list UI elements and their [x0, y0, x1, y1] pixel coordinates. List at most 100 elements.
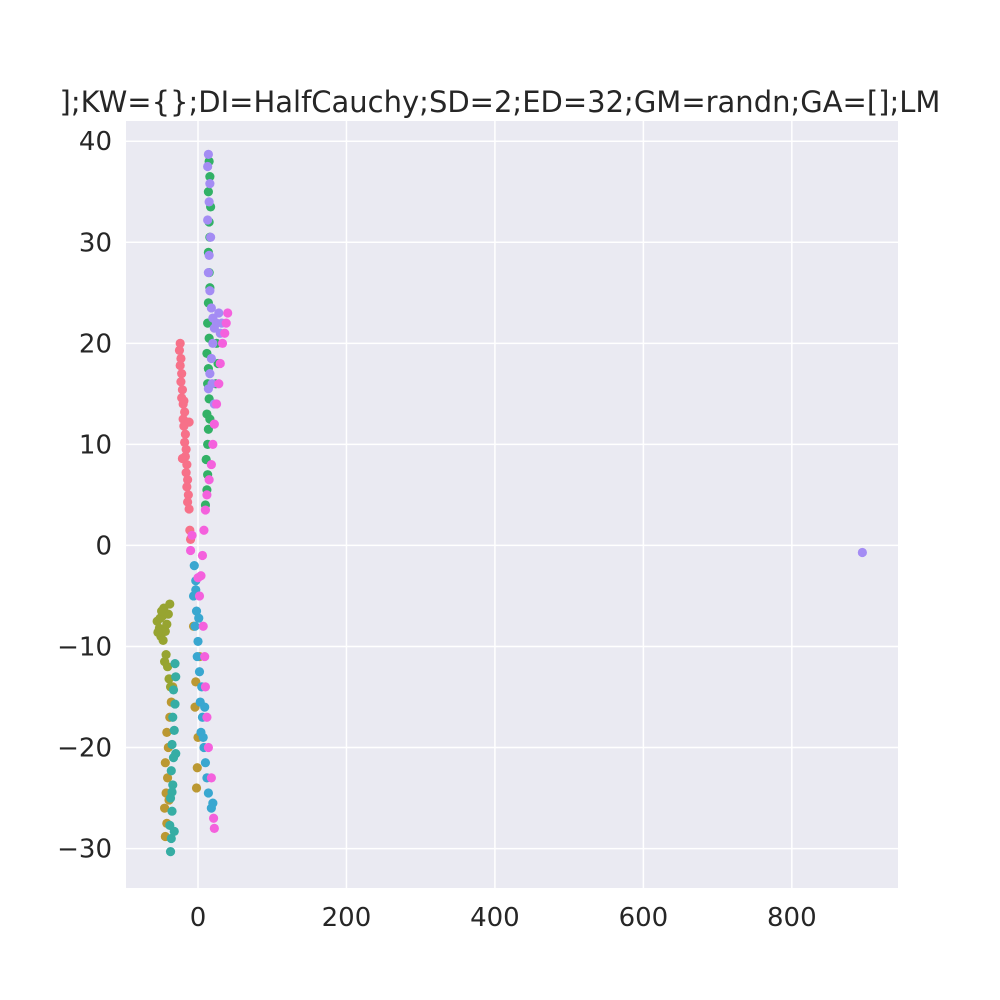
- scatter-point: [206, 232, 216, 242]
- scatter-point: [153, 627, 163, 637]
- scatter-point: [181, 468, 191, 478]
- scatter-point: [160, 626, 170, 636]
- data-points: [152, 149, 867, 857]
- scatter-point: [177, 385, 188, 395]
- scatter-point: [209, 419, 219, 429]
- scatter-point: [205, 286, 215, 296]
- scatter-point: [206, 459, 216, 470]
- scatter-point: [179, 396, 189, 406]
- scatter-point: [206, 303, 216, 313]
- series-4: [165, 659, 181, 857]
- scatter-point: [198, 732, 208, 743]
- scatter-point: [203, 267, 213, 278]
- y-tick-label: 0: [95, 531, 112, 561]
- y-axis-ticks: −30 −20 −10 0 10 20 30 40: [57, 127, 112, 864]
- scatter-point: [208, 439, 218, 449]
- scatter-point: [180, 429, 190, 439]
- scatter-point: [171, 748, 181, 759]
- scatter-point: [194, 667, 205, 677]
- scatter-point: [206, 773, 216, 783]
- scatter-point: [166, 833, 176, 844]
- scatter-point: [203, 187, 213, 197]
- scatter-point: [162, 773, 173, 783]
- scatter-point: [203, 742, 213, 753]
- scatter-point: [162, 727, 172, 737]
- scatter-point: [209, 823, 219, 833]
- scatter-point: [203, 149, 213, 159]
- scatter-point: [200, 758, 211, 768]
- scatter-point: [193, 636, 203, 647]
- scatter-point: [177, 453, 188, 464]
- scatter-point: [207, 379, 217, 389]
- scatter-point: [194, 613, 204, 623]
- scatter-point: [160, 657, 170, 667]
- scatter-point: [223, 308, 233, 318]
- scatter-point: [192, 763, 202, 773]
- scatter-point: [204, 250, 214, 261]
- scatter-point: [170, 659, 180, 669]
- scatter-point: [167, 739, 177, 750]
- scatter-point: [204, 197, 214, 207]
- y-tick-label: 30: [79, 228, 112, 258]
- x-tick-label: 200: [322, 903, 372, 933]
- scatter-point: [203, 788, 213, 798]
- series-0: [174, 338, 196, 544]
- y-tick-label: 40: [79, 127, 112, 157]
- scatter-point: [183, 475, 193, 485]
- scatter-point: [192, 651, 202, 662]
- scatter-point: [160, 803, 170, 813]
- scatter-point: [191, 606, 202, 616]
- x-tick-label: 800: [767, 903, 817, 933]
- y-tick-label: 20: [79, 329, 112, 359]
- scatter-point: [176, 353, 186, 364]
- scatter-point: [194, 591, 205, 601]
- scatter-point: [200, 702, 210, 712]
- scatter-point: [208, 798, 218, 808]
- y-tick-label: −20: [57, 734, 112, 764]
- series-6: [203, 149, 867, 558]
- scatter-point: [205, 171, 215, 182]
- scatter-point: [175, 360, 185, 371]
- scatter-point: [161, 649, 171, 660]
- x-axis-ticks: 0 200 400 600 800: [190, 903, 817, 933]
- scatter-point: [181, 444, 191, 455]
- scatter-point: [221, 318, 231, 328]
- scatter-point: [183, 497, 193, 507]
- scatter-point: [203, 161, 213, 172]
- scatter-point: [214, 308, 224, 318]
- scatter-point: [205, 369, 215, 379]
- scatter-point: [165, 847, 176, 857]
- scatter-point: [191, 783, 202, 793]
- scatter-point: [168, 685, 179, 695]
- y-tick-label: 10: [79, 430, 112, 460]
- scatter-point: [208, 813, 219, 823]
- scatter-point: [211, 399, 222, 409]
- scatter-point: [200, 651, 210, 662]
- scatter-point: [215, 358, 225, 369]
- scatter-point: [857, 547, 867, 558]
- scatter-point: [182, 482, 192, 492]
- scatter-point: [169, 725, 179, 735]
- scatter-point: [214, 379, 224, 389]
- scatter-point: [184, 417, 194, 427]
- series-7: [185, 308, 233, 833]
- scatter-point: [205, 179, 215, 189]
- scatter-point: [202, 712, 212, 722]
- scatter-point: [200, 505, 211, 515]
- scatter-point: [204, 475, 214, 485]
- scatter-point: [165, 599, 175, 609]
- scatter-point: [220, 328, 230, 338]
- scatter-point: [184, 504, 194, 514]
- scatter-point: [203, 215, 213, 225]
- grid-lines: [126, 121, 898, 888]
- scatter-point: [160, 758, 170, 768]
- scatter-point: [208, 338, 218, 348]
- x-tick-label: 600: [619, 903, 669, 933]
- scatter-point: [198, 621, 208, 631]
- scatter-point: [206, 353, 216, 364]
- scatter-point: [190, 621, 200, 631]
- scatter-point: [167, 787, 177, 797]
- scatter-point: [158, 635, 168, 646]
